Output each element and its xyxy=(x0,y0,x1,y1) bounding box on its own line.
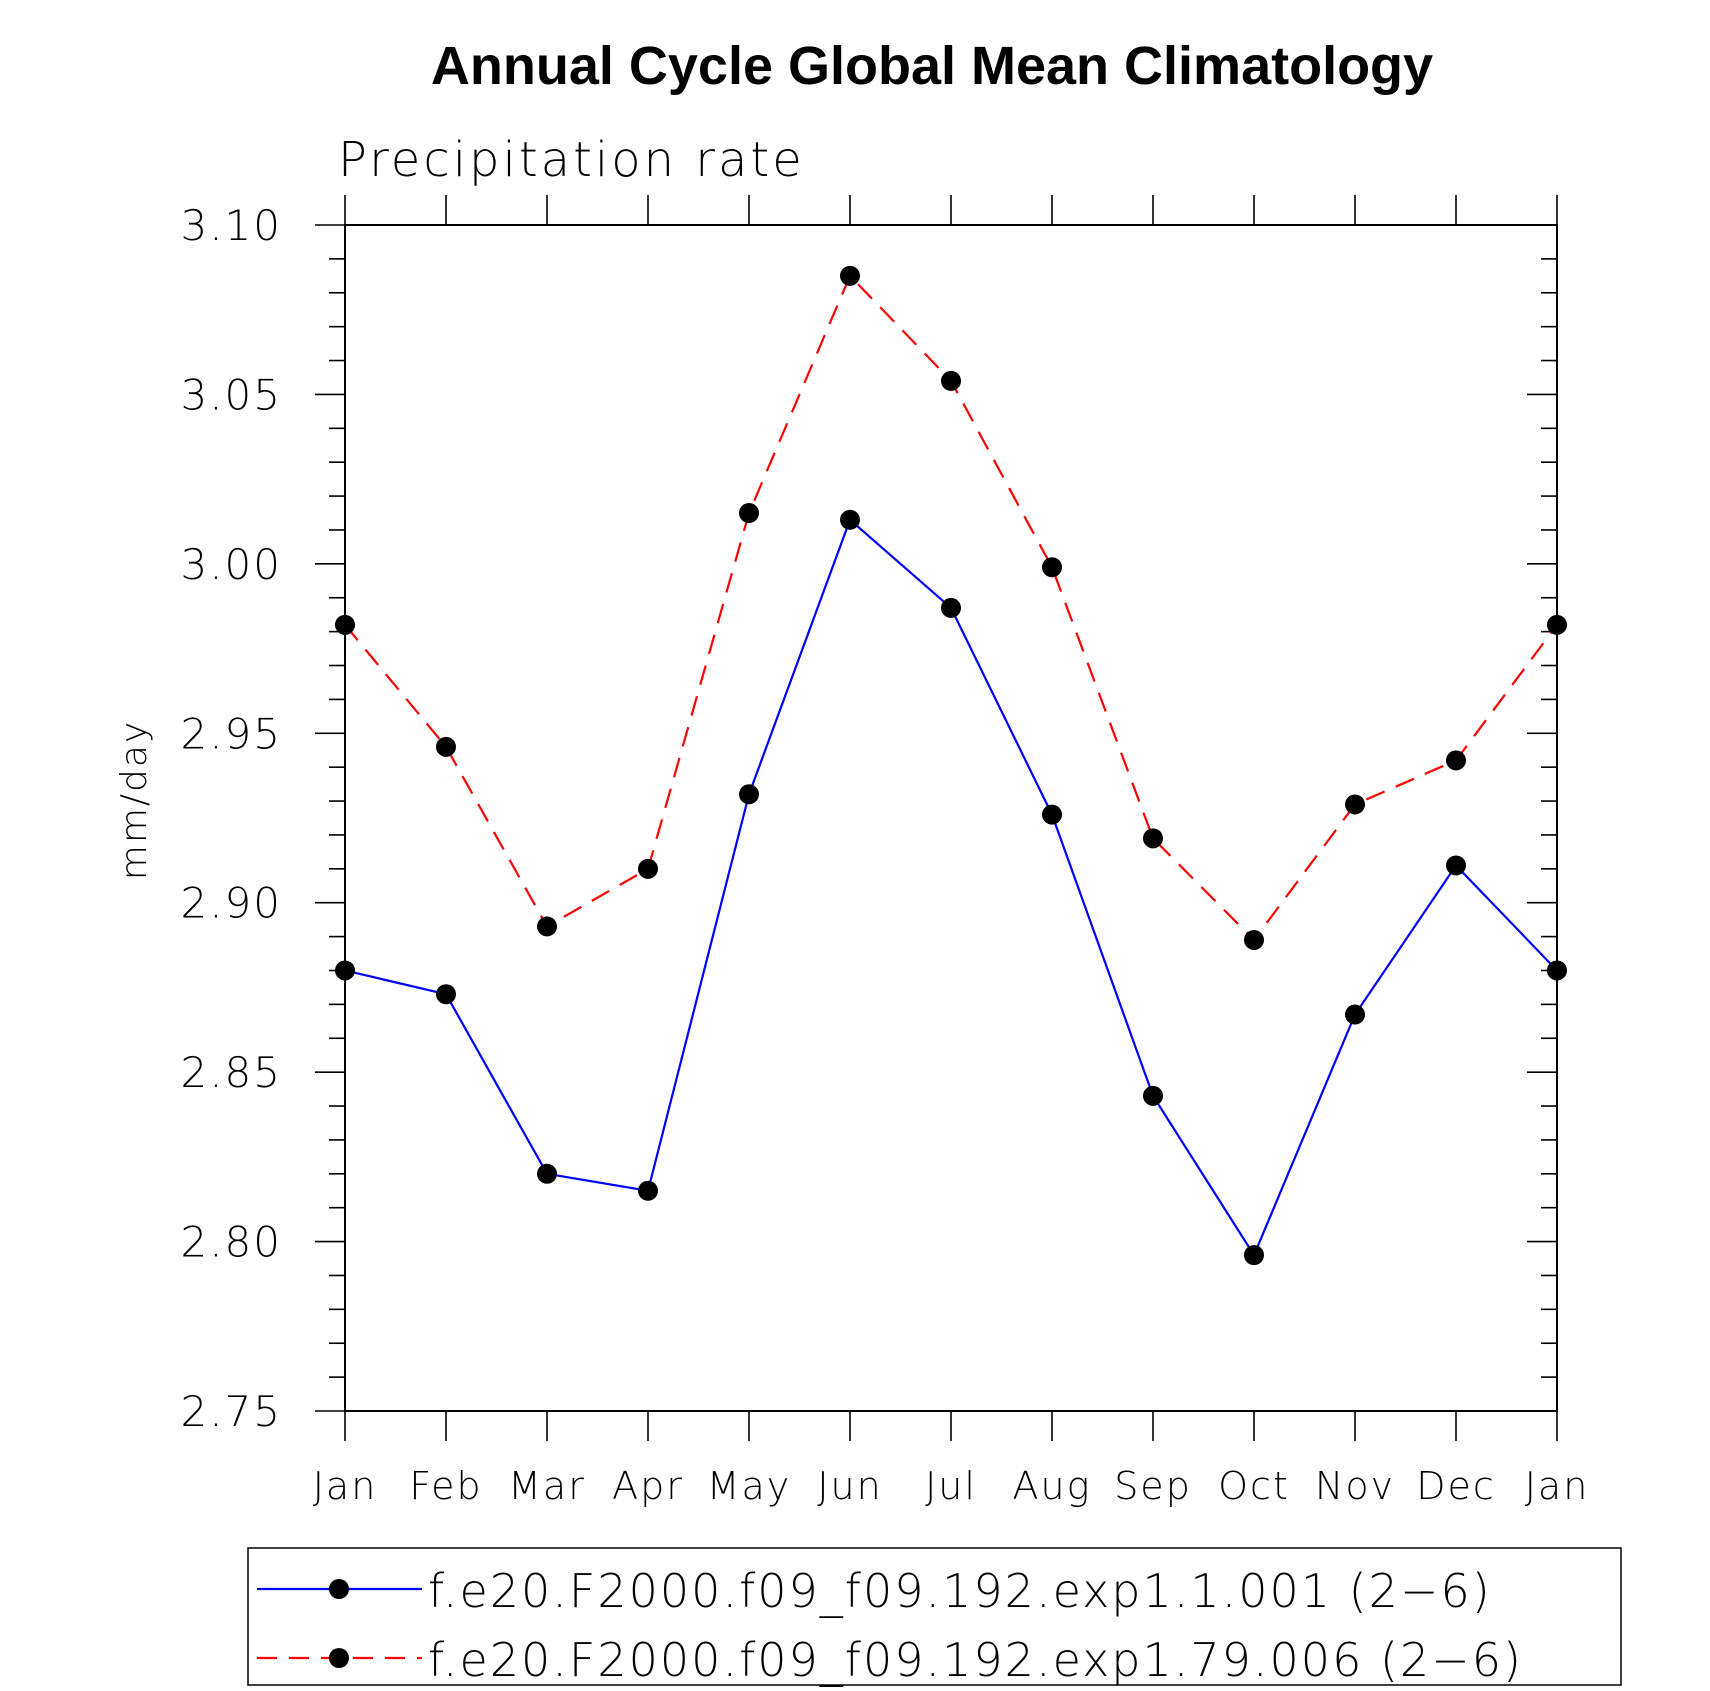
data-point-series-1 xyxy=(941,597,961,618)
data-point-series-1 xyxy=(335,960,355,981)
data-point-series-2 xyxy=(1244,929,1264,950)
data-point-series-2 xyxy=(335,614,355,635)
y-tick-label: 2.75 xyxy=(180,1387,282,1436)
x-tick-label: Apr xyxy=(612,1464,684,1508)
data-point-series-1 xyxy=(537,1163,557,1184)
data-point-series-1 xyxy=(1345,1004,1365,1025)
x-tick-label: Jul xyxy=(925,1464,977,1508)
y-axis-label: mm/day xyxy=(114,720,155,880)
x-tick-label: Jan xyxy=(313,1464,378,1508)
data-point-series-1 xyxy=(436,984,456,1005)
legend-box xyxy=(247,1547,1622,1686)
y-tick-label: 3.00 xyxy=(180,540,282,589)
legend-label-series-2: f.e20.F2000.f09_f09.192.exp1.79.006 (2−6… xyxy=(428,1633,1523,1687)
x-tick-label: Feb xyxy=(409,1464,482,1508)
y-tick-label: 2.90 xyxy=(180,879,282,928)
x-tick-label: May xyxy=(707,1464,792,1508)
x-tick-label: Jun xyxy=(817,1464,882,1508)
data-point-series-2 xyxy=(1547,614,1567,635)
y-tick-label: 2.95 xyxy=(180,709,282,758)
legend: f.e20.F2000.f09_f09.192.exp1.1.001 (2−6)… xyxy=(247,1547,1622,1687)
y-tick-label: 2.80 xyxy=(180,1218,282,1267)
data-point-series-2 xyxy=(1446,750,1466,771)
data-point-series-2 xyxy=(739,503,759,524)
x-tick-label: Dec xyxy=(1416,1464,1496,1508)
data-point-series-1 xyxy=(638,1180,658,1201)
data-point-series-2 xyxy=(1143,828,1163,849)
x-tick-label: Nov xyxy=(1315,1464,1395,1508)
x-tick-label: Aug xyxy=(1013,1464,1092,1508)
data-point-series-1 xyxy=(1446,855,1466,876)
chart-subtitle: Precipitation rate xyxy=(338,132,805,188)
x-tick-label: Oct xyxy=(1218,1464,1290,1508)
data-point-series-1 xyxy=(1547,960,1567,981)
plot-frame xyxy=(344,224,1558,1412)
data-point-series-1 xyxy=(840,509,860,530)
y-tick-label: 2.85 xyxy=(180,1048,282,1097)
plot-axes xyxy=(315,195,1558,1441)
data-point-series-1 xyxy=(1042,804,1062,825)
data-point-series-2 xyxy=(840,265,860,286)
x-tick-label: Jan xyxy=(1525,1464,1590,1508)
data-point-series-2 xyxy=(941,370,961,391)
data-point-series-2 xyxy=(638,858,658,879)
data-point-series-2 xyxy=(537,916,557,937)
series-line-1 xyxy=(344,517,1558,1258)
legend-label-series-1: f.e20.F2000.f09_f09.192.exp1.1.001 (2−6) xyxy=(428,1564,1492,1618)
y-tick-label: 3.10 xyxy=(180,201,282,250)
y-tick-label: 3.05 xyxy=(180,370,282,419)
legend-marker-series-2 xyxy=(329,1648,349,1668)
x-tick-label: Mar xyxy=(508,1464,586,1508)
data-point-series-2 xyxy=(436,736,456,757)
legend-marker-series-1 xyxy=(329,1579,349,1599)
x-tick-label: Sep xyxy=(1114,1464,1192,1508)
data-point-series-2 xyxy=(1345,794,1365,815)
series-layer xyxy=(335,265,1567,1266)
data-point-series-1 xyxy=(739,784,759,805)
tick-labels: 2.75 2.80 2.85 2.90 2.95 3.00 3.05 3.10 Jan Feb Ma… xyxy=(180,201,1590,1508)
data-point-series-1 xyxy=(1244,1245,1264,1266)
chart-title: Annual Cycle Global Mean Climatology xyxy=(431,36,1433,96)
data-point-series-1 xyxy=(1143,1085,1163,1106)
data-point-series-2 xyxy=(1042,557,1062,578)
